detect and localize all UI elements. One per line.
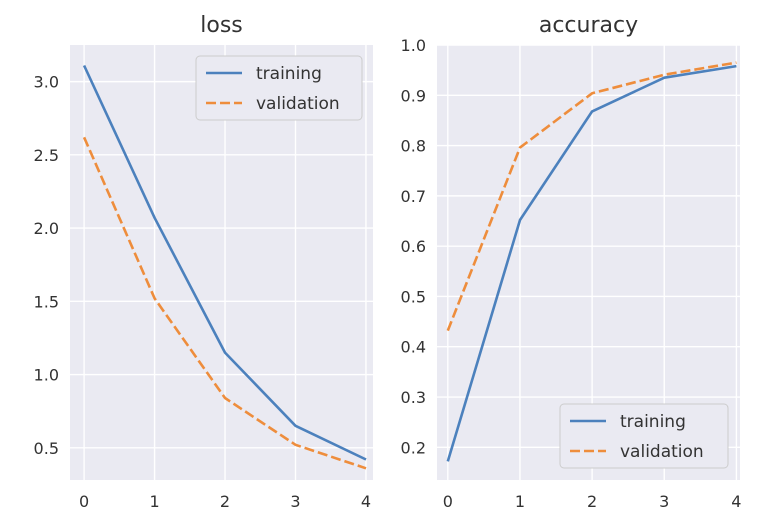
legend-label-validation: validation: [256, 94, 340, 114]
subplot-accuracy: 0 1 2 3 4 0.2 0.3 0.4 0.5 0.6 0.7 0.8 0.9 1.0 accuracy…: [401, 13, 742, 511]
x-tick-label: 4: [731, 492, 741, 511]
x-tick-label: 3: [659, 492, 669, 511]
y-tick-label: 2.0: [34, 219, 59, 238]
y-tick-label: 1.5: [34, 292, 59, 311]
y-tick-label: 0.5: [401, 287, 426, 306]
subplot-loss: 0 1 2 3 4 0.5 1.0 1.5 2.0 2.5 3.0 loss training valid…: [34, 13, 373, 511]
legend-label-validation: validation: [620, 442, 704, 462]
series-line-validation: [82, 136, 367, 470]
y-tick-label: 0.3: [401, 388, 426, 407]
x-tick-label: 1: [515, 492, 525, 511]
legend-label-training: training: [256, 64, 322, 84]
x-tick-label: 1: [149, 492, 159, 511]
x-tick-label: 2: [220, 492, 230, 511]
chart-title: accuracy: [539, 13, 638, 38]
y-tick-label: 2.5: [34, 146, 59, 165]
x-tick-label: 0: [443, 492, 453, 511]
x-tick-label: 0: [79, 492, 89, 511]
x-tick-label: 2: [587, 492, 597, 511]
y-tick-label: 0.9: [401, 86, 426, 105]
series-line-validation: [446, 61, 737, 332]
legend-label-training: training: [620, 412, 686, 432]
y-tick-label: 1.0: [34, 366, 59, 385]
y-tick-label: 0.4: [401, 338, 426, 357]
y-tick-label: 0.2: [401, 438, 426, 457]
chart-title: loss: [200, 13, 243, 38]
y-tick-label: 0.8: [401, 137, 426, 156]
series-line-training: [82, 64, 367, 461]
y-tick-label: 1.0: [401, 36, 426, 55]
legend: training validation: [195, 55, 363, 121]
legend: training validation: [559, 403, 729, 469]
y-tick-label: 0.6: [401, 237, 426, 256]
series-line-training: [446, 64, 737, 462]
x-tick-label: 4: [361, 492, 371, 511]
y-tick-label: 0.7: [401, 187, 426, 206]
x-tick-label: 3: [290, 492, 300, 511]
y-tick-label: 3.0: [34, 73, 59, 92]
y-tick-label: 0.5: [34, 439, 59, 458]
